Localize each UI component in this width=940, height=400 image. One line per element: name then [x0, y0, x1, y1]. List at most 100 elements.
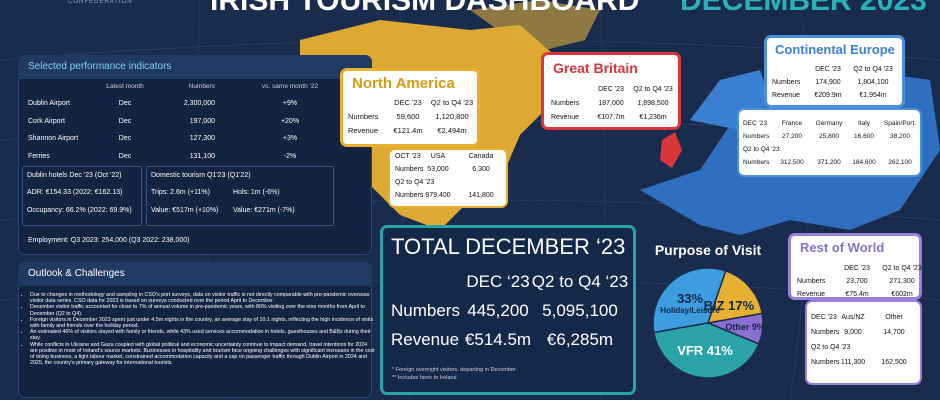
cell: 59,600	[396, 112, 420, 121]
cell: Shannon Airport	[28, 135, 79, 142]
cell: 271,300	[889, 278, 915, 285]
cell: 27,200	[782, 133, 802, 140]
cell: Numbers	[395, 192, 424, 199]
cell: 162,500	[881, 359, 907, 366]
cell: Q2 to Q4 '23	[743, 146, 780, 153]
cell: €2,494m	[437, 126, 467, 135]
column-header: Q2 to Q4 '23	[633, 86, 673, 93]
domestic-title: Domestic tourism Q1'23 (Q1'22)	[151, 172, 251, 179]
cell: €6,285m	[546, 330, 614, 349]
cell: €514.5m	[464, 330, 532, 349]
domestic-item: Value: €271m (-7%)	[233, 207, 295, 214]
cell: 23,700	[846, 278, 868, 285]
pie-slice	[652, 322, 760, 379]
cell: €1,954m	[859, 92, 887, 99]
cell: Dec	[118, 100, 132, 107]
bullet: Foreign visitors in December 2023 spent …	[30, 317, 375, 329]
cell: 9,000	[844, 329, 862, 336]
slice-label: Other 9%	[725, 321, 765, 332]
cell: 1,898,500	[637, 100, 669, 107]
domestic-item: Value: €517m (+10%)	[151, 207, 219, 214]
cell: 445,200	[467, 301, 529, 320]
cell: 25,800	[819, 133, 839, 140]
cell: Spain/Port.	[883, 120, 917, 127]
cell: Numbers	[811, 329, 840, 336]
cell: Numbers	[743, 133, 770, 140]
row-detail-box	[805, 300, 922, 385]
cell: Numbers	[395, 166, 424, 173]
cell: DEC '23	[743, 120, 768, 127]
cell: -2%	[283, 152, 297, 160]
slice-label: 33%	[677, 291, 704, 307]
column-header: Q2 to Q4 '23	[853, 66, 893, 73]
gb-box	[541, 52, 681, 130]
cell: Numbers	[551, 100, 580, 107]
cell: Numbers	[797, 278, 826, 285]
cell: 371,200	[817, 159, 841, 166]
domestic-item: Hols: 1m (-6%)	[233, 189, 280, 196]
region-title: Rest of World	[800, 240, 885, 255]
slice-name: Holiday/Leisure	[660, 306, 720, 316]
cell: Germany	[815, 120, 843, 127]
cell: Numbers	[772, 79, 801, 86]
org-name: CONFEDERATION	[68, 0, 133, 5]
cell: 262,100	[888, 159, 912, 166]
bullet: An estimated 46% of visitors stayed with…	[30, 329, 375, 341]
column-header: DEC '23	[394, 98, 422, 107]
panel-title: Selected performance indicators	[28, 61, 172, 72]
cell: 6,300	[472, 166, 490, 173]
cell: 14,700	[883, 329, 905, 336]
cell: Dublin Airport	[28, 100, 71, 107]
ce-detail-box	[737, 108, 922, 177]
cell: 5,095,100	[542, 301, 618, 320]
hotels-occupancy: Occupancy: 66.2% (2022: 69.9%)	[27, 207, 132, 214]
cell: 2,300,000	[183, 100, 215, 107]
cell: Numbers	[348, 112, 379, 121]
cell: 53,000	[427, 166, 449, 173]
cell: Canada	[468, 153, 494, 160]
cell: Numbers	[743, 159, 770, 166]
cell: Ferries	[28, 152, 50, 160]
cell: 127,300	[189, 135, 215, 142]
pie-title: Purpose of Visit	[654, 242, 762, 258]
period: DECEMBER 2023	[680, 0, 927, 17]
cell: 38,200	[890, 133, 910, 140]
title: IRISH TOURISM DASHBOARD	[210, 0, 640, 17]
cell: 131,100	[189, 152, 215, 160]
cell: Revenue	[797, 291, 826, 298]
na-detail-box	[388, 148, 508, 208]
cell: Italy	[858, 120, 870, 127]
cell: Revenue	[391, 330, 460, 349]
bullet: December visitor traffic accounted for c…	[30, 304, 375, 316]
column-header: DEC '23	[844, 265, 870, 272]
greenland	[470, 0, 600, 50]
cell: Q2 to Q4 '23	[395, 179, 435, 186]
cell: Revenue	[348, 126, 379, 135]
cell: OCT '23	[395, 153, 421, 160]
cell: €209.9m	[814, 92, 842, 99]
panel-title: Outlook & Challenges	[28, 268, 125, 279]
bullet: While conflicts in Ukraine and Gaza coup…	[30, 342, 375, 367]
slice-label: VFR 41%	[677, 342, 733, 358]
cell: €107.7m	[597, 114, 625, 121]
region-title: North America	[352, 75, 455, 92]
column-header: Q2 to Q4 ‘23	[531, 272, 629, 291]
column-header: DEC '23	[815, 66, 841, 73]
cell: 16,600	[854, 133, 874, 140]
total-box	[380, 225, 636, 395]
cell: USA	[430, 153, 446, 160]
na-box	[340, 68, 480, 147]
cell: 141,800	[468, 192, 494, 199]
cell: Dec	[118, 135, 132, 142]
cell: 197,000	[189, 117, 215, 125]
cell: 111,300	[840, 359, 866, 366]
total-title: TOTAL DECEMBER ‘23	[391, 234, 626, 259]
column-header: Q2 to Q4 '23	[430, 98, 474, 107]
indicators-header	[18, 55, 372, 79]
cell: €1,236m	[639, 114, 667, 121]
pie-slice	[652, 267, 727, 334]
indicators-panel	[18, 55, 372, 255]
cell: €602m	[891, 291, 913, 298]
cell: 184,600	[852, 159, 876, 166]
